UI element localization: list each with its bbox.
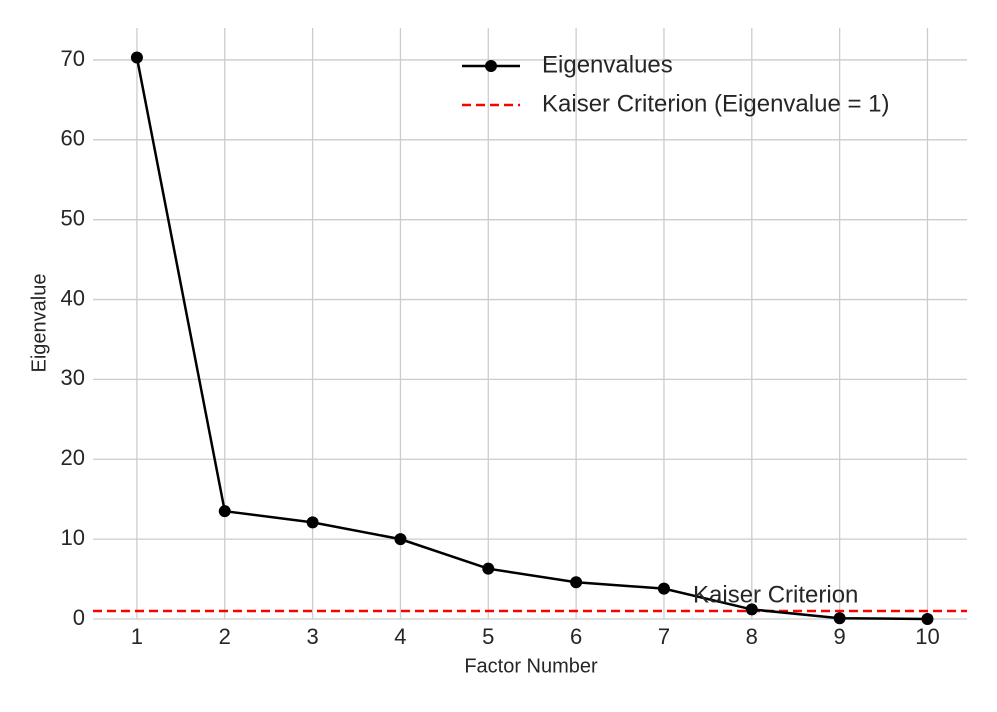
x-tick-label: 7 <box>658 624 670 649</box>
x-tick-label: 5 <box>482 624 494 649</box>
y-tick-label: 70 <box>61 46 85 71</box>
x-tick-label: 6 <box>570 624 582 649</box>
series-line <box>135 57 928 621</box>
point <box>394 533 407 546</box>
point <box>306 516 319 529</box>
y-axis-label: Eigenvalue <box>28 274 50 373</box>
x-tick-label: 4 <box>394 624 406 649</box>
point <box>833 612 846 625</box>
y-tick-label: 10 <box>61 525 85 550</box>
y-tick-label: 30 <box>61 365 85 390</box>
y-tick-label: 60 <box>61 126 85 151</box>
y-tick-label: 20 <box>61 445 85 470</box>
point <box>745 603 758 616</box>
point <box>570 576 583 589</box>
x-tick-label: 1 <box>131 624 143 649</box>
point <box>218 505 231 518</box>
x-axis-label: Factor Number <box>464 655 598 677</box>
y-tick-label: 40 <box>61 285 85 310</box>
legend-label: Eigenvalues <box>542 51 673 78</box>
x-tick-label: 3 <box>306 624 318 649</box>
point <box>130 51 143 64</box>
x-tick-label: 8 <box>746 624 758 649</box>
point <box>657 582 670 595</box>
x-tick-label: 10 <box>915 624 939 649</box>
y-tick-label: 0 <box>73 605 85 630</box>
legend-label: Kaiser Criterion (Eigenvalue = 1) <box>542 90 890 117</box>
legend-marker <box>485 60 497 72</box>
y-tick-label: 50 <box>61 205 85 230</box>
annotation: Kaiser Criterion <box>693 581 858 608</box>
point <box>482 562 495 575</box>
point <box>921 613 934 625</box>
x-tick-label: 9 <box>834 624 846 649</box>
x-tick-label: 2 <box>219 624 231 649</box>
